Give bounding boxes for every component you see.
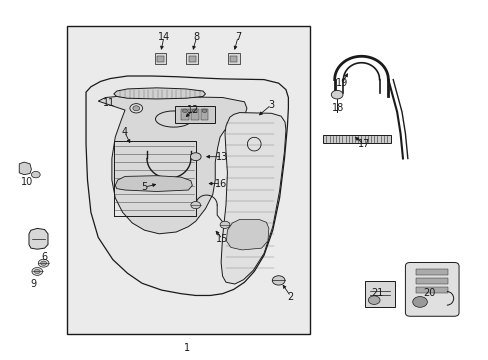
Text: 12: 12: [187, 105, 199, 115]
Bar: [181, 109, 188, 120]
Polygon shape: [114, 88, 205, 99]
Circle shape: [190, 202, 200, 209]
Circle shape: [367, 296, 379, 305]
Circle shape: [182, 109, 187, 113]
Circle shape: [130, 104, 142, 113]
Bar: [190, 109, 198, 120]
Text: 2: 2: [287, 292, 293, 302]
Text: 16: 16: [215, 179, 227, 189]
Circle shape: [34, 269, 40, 274]
Circle shape: [192, 109, 197, 113]
Polygon shape: [221, 113, 285, 284]
Bar: [415, 287, 447, 293]
Text: 5: 5: [141, 182, 147, 192]
Bar: [365, 282, 394, 307]
Bar: [157, 55, 163, 62]
Circle shape: [330, 90, 342, 99]
Circle shape: [41, 261, 46, 265]
Circle shape: [202, 109, 206, 113]
Text: 13: 13: [216, 152, 228, 162]
Text: 1: 1: [183, 343, 190, 353]
Text: 3: 3: [268, 100, 274, 110]
Text: 15: 15: [216, 234, 228, 244]
Circle shape: [31, 171, 40, 178]
Circle shape: [412, 297, 427, 307]
Text: 19: 19: [335, 78, 347, 88]
Bar: [175, 106, 215, 123]
Circle shape: [133, 106, 140, 111]
Polygon shape: [115, 176, 192, 192]
Text: 8: 8: [193, 32, 200, 41]
Bar: [155, 53, 166, 64]
Text: 20: 20: [423, 288, 435, 298]
Text: 6: 6: [41, 252, 47, 262]
Circle shape: [272, 276, 285, 285]
Circle shape: [220, 221, 229, 228]
Bar: [322, 135, 390, 143]
Text: 10: 10: [21, 177, 34, 187]
Polygon shape: [19, 162, 31, 175]
Text: 7: 7: [235, 32, 241, 41]
Text: 11: 11: [102, 98, 115, 108]
Text: 9: 9: [31, 279, 37, 289]
Circle shape: [38, 259, 49, 267]
Bar: [200, 109, 208, 120]
Polygon shape: [86, 76, 288, 296]
Text: 17: 17: [357, 139, 369, 149]
Bar: [188, 55, 195, 62]
Circle shape: [32, 267, 42, 275]
Text: 4: 4: [121, 127, 127, 136]
Text: 14: 14: [158, 32, 170, 41]
Bar: [227, 53, 239, 64]
Polygon shape: [226, 220, 268, 250]
Polygon shape: [98, 96, 246, 234]
Circle shape: [190, 153, 201, 161]
Bar: [415, 269, 447, 275]
Bar: [230, 55, 237, 62]
Polygon shape: [29, 228, 48, 249]
Bar: [186, 53, 198, 64]
Bar: [415, 278, 447, 284]
Text: 21: 21: [370, 288, 383, 298]
FancyBboxPatch shape: [405, 262, 458, 316]
Bar: [66, 26, 310, 334]
Text: 18: 18: [331, 103, 344, 113]
